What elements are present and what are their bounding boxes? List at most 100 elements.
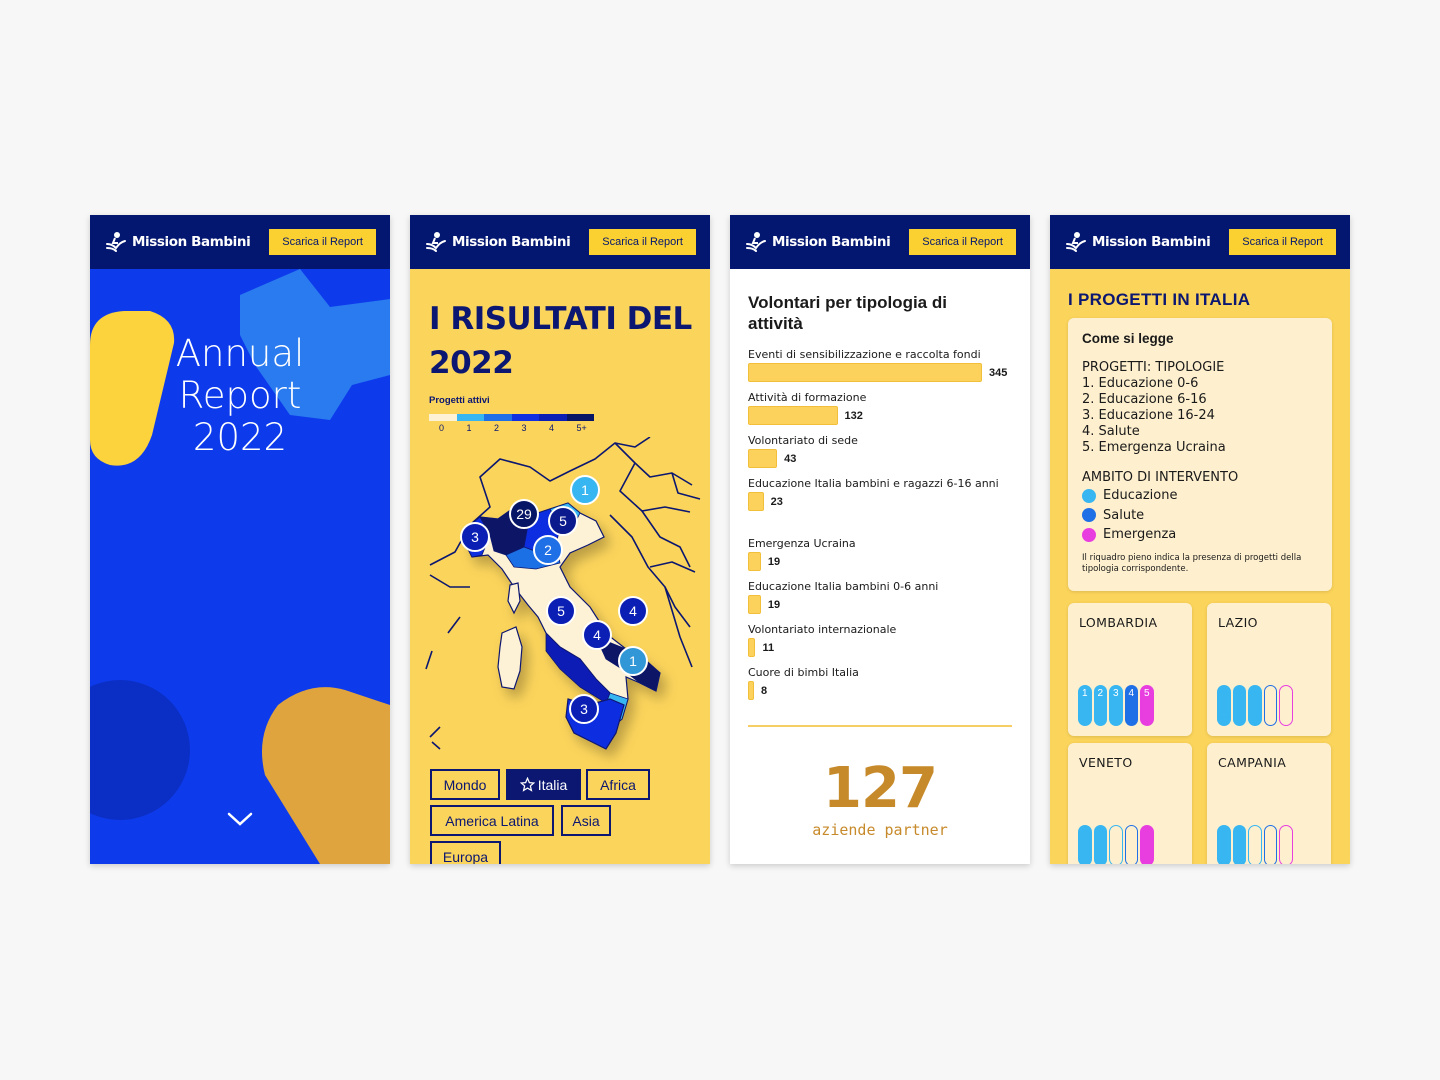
svg-text:1: 1 [581, 482, 589, 498]
bar-label: Educazione Italia bambini 0-6 anni [748, 580, 939, 593]
legend-tick: 4 [549, 423, 555, 433]
bar-value: 23 [770, 495, 783, 508]
brand-logo[interactable]: Mission Bambini [1064, 230, 1211, 254]
screen-cover: Mission Bambini Scarica il Report Annual… [90, 215, 390, 864]
tab-europa[interactable]: Europa [430, 841, 501, 864]
svg-text:29: 29 [516, 506, 532, 522]
map-marker[interactable]: 4 [582, 620, 612, 650]
top-bar: Mission Bambini Scarica il Report [90, 215, 390, 269]
project-type-pill [1248, 825, 1262, 864]
map-marker[interactable]: 3 [569, 694, 599, 724]
tab-mondo[interactable]: Mondo [430, 769, 500, 800]
bar-row: Educazione Italia bambini e ragazzi 6-16… [748, 475, 1018, 511]
scope-dot [1082, 508, 1096, 523]
how-to-read-title: Come si legge [1082, 331, 1174, 346]
cover-title: Annual Report 2022 [150, 333, 330, 459]
region-card-campania[interactable]: CAMPANIA [1207, 743, 1331, 864]
brand-logo[interactable]: Mission Bambini [424, 230, 571, 254]
bar-value: 19 [767, 598, 781, 611]
bar-value: 43 [784, 452, 797, 465]
tab-label: America Latina [445, 812, 539, 829]
region-card-lombardia[interactable]: LOMBARDIA 1 2 3 4 5 [1068, 603, 1192, 736]
download-report-button[interactable]: Scarica il Report [269, 229, 376, 255]
project-type-pill [1279, 825, 1293, 864]
logo-icon [106, 232, 126, 252]
partner-label: aziende partner [812, 821, 948, 839]
screen-projects-italy: Mission Bambini Scarica il Report I PROG… [1050, 215, 1350, 864]
tab-asia[interactable]: Asia [561, 805, 611, 836]
brand-logo[interactable]: Mission Bambini [744, 230, 891, 254]
tab-america-latina[interactable]: America Latina [430, 805, 554, 836]
tab-africa[interactable]: Africa [586, 769, 650, 800]
project-type-pill [1279, 685, 1293, 726]
bar [748, 363, 982, 382]
brand-logo[interactable]: Mission Bambini [104, 230, 251, 254]
bar-row: Attività di formazione 132 [748, 389, 1018, 425]
tab-label: Mondo [443, 776, 487, 793]
tab-label: Africa [600, 776, 636, 793]
top-bar: Mission Bambini Scarica il Report [410, 215, 710, 269]
type-item: 3. Educazione 16-24 [1082, 408, 1215, 423]
tab-italia[interactable]: Italia [506, 769, 581, 800]
screen-volunteers: Mission Bambini Scarica il Report Volont… [730, 215, 1030, 864]
bar [748, 552, 761, 571]
types-list: 1. Educazione 0-6 2. Educazione 6-16 3. Ed… [1082, 376, 1318, 456]
chevron-down-icon[interactable] [226, 811, 254, 827]
cover-title-line: Annual [175, 332, 305, 375]
legend-swatch [511, 414, 539, 421]
svg-text:2: 2 [544, 542, 552, 558]
legend-swatch [456, 414, 484, 421]
project-type-pill: 4 [1124, 685, 1138, 726]
logo-icon [426, 232, 446, 252]
type-item: 5. Emergenza Ucraina [1082, 440, 1226, 455]
legend-tick: 0 [439, 423, 445, 433]
region-card-lazio[interactable]: LAZIO [1207, 603, 1331, 736]
bar [748, 595, 761, 614]
bar-row: Emergenza Ucraina 19 [748, 535, 1018, 571]
scope-list: Educazione Salute Emergenza [1082, 486, 1318, 545]
region-name: LAZIO [1218, 615, 1258, 630]
project-type-pill [1109, 825, 1123, 864]
map-marker[interactable]: 5 [548, 506, 578, 536]
map-marker[interactable]: 1 [570, 475, 600, 505]
legend-swatch [484, 414, 512, 421]
map-marker[interactable]: 3 [460, 522, 490, 552]
italy-map[interactable]: 1 29 5 3 2 5 44 1 3 [410, 437, 710, 767]
bar-row: Educazione Italia bambini 0-6 anni 19 [748, 578, 1018, 614]
partner-count: 127 [823, 756, 938, 821]
svg-text:5: 5 [557, 603, 565, 619]
legend-swatch [429, 414, 457, 421]
region-card-veneto[interactable]: VENETO [1068, 743, 1192, 864]
bar-label: Eventi di sensibilizzazione e raccolta f… [748, 348, 981, 361]
brand-name: Mission Bambini [772, 234, 891, 250]
bar-label: Emergenza Ucraina [748, 537, 856, 550]
scope-label: Emergenza [1103, 527, 1177, 542]
scope-heading: AMBITO DI INTERVENTO [1082, 470, 1239, 485]
project-type-pill [1093, 825, 1107, 864]
map-marker[interactable]: 4 [618, 596, 648, 626]
map-marker[interactable]: 5 [546, 596, 576, 626]
svg-text:1: 1 [629, 653, 637, 669]
bar-label: Attività di formazione [748, 391, 867, 404]
download-report-button[interactable]: Scarica il Report [1229, 229, 1336, 255]
project-type-pill [1232, 825, 1246, 864]
map-markers[interactable]: 1 29 5 3 2 5 44 1 3 [460, 475, 648, 724]
brand-name: Mission Bambini [452, 234, 571, 250]
map-marker[interactable]: 2 [533, 535, 563, 565]
project-type-pill [1248, 685, 1262, 726]
how-to-read-card: Come si legge PROGETTI: TIPOLOGIE 1. Edu… [1068, 318, 1332, 591]
legend-tick: 5+ [576, 423, 587, 433]
top-bar: Mission Bambini Scarica il Report [730, 215, 1030, 269]
bar-row: Eventi di sensibilizzazione e raccolta f… [748, 346, 1018, 382]
scope-dot [1082, 488, 1096, 503]
star-icon [519, 777, 535, 792]
bar [748, 681, 754, 700]
map-marker[interactable]: 29 [509, 499, 539, 529]
region-name: VENETO [1079, 755, 1133, 770]
map-marker[interactable]: 1 [618, 646, 648, 676]
cover-title-line: 2022 [192, 416, 288, 459]
download-report-button[interactable]: Scarica il Report [589, 229, 696, 255]
project-type-pill [1217, 825, 1231, 864]
download-report-button[interactable]: Scarica il Report [909, 229, 1016, 255]
project-type-pill: 3 [1109, 685, 1123, 726]
